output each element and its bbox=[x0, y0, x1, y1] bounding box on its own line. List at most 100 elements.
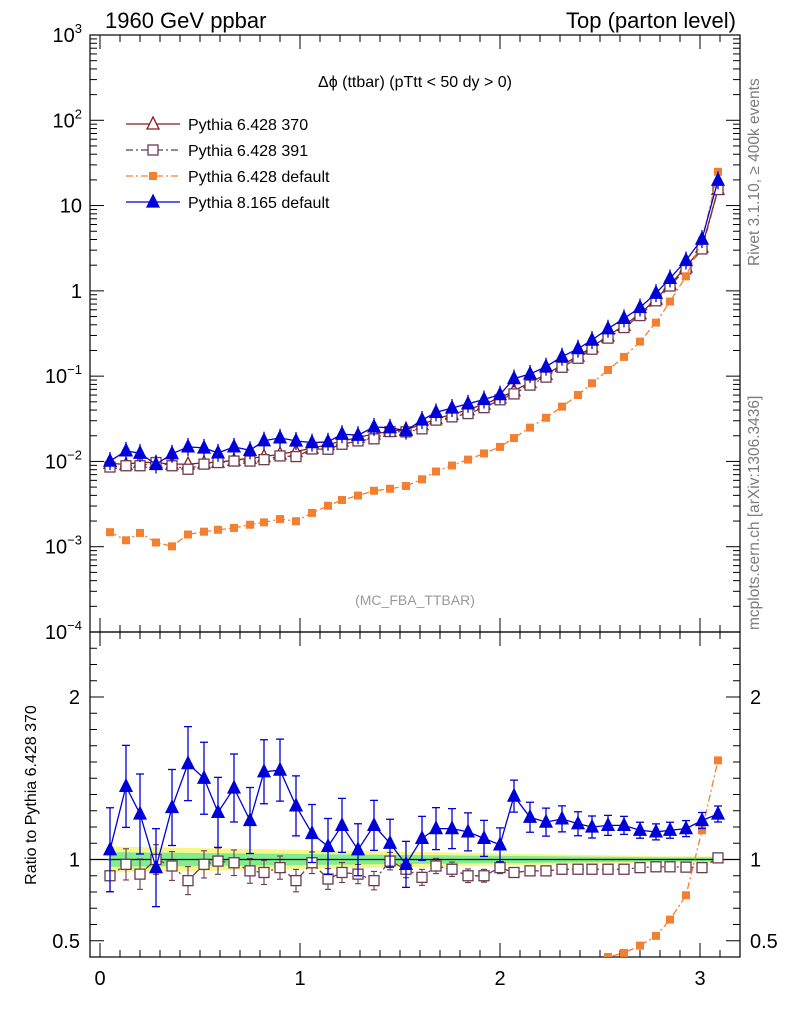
data-point bbox=[414, 411, 430, 426]
data-point bbox=[242, 812, 258, 827]
legend-item: Pythia 6.428 391 bbox=[126, 143, 308, 160]
data-point bbox=[636, 337, 644, 346]
ratio-series-pythia-6-428-default bbox=[136, 756, 722, 1008]
data-point bbox=[444, 820, 460, 835]
ratio-series-pythia-6-428-391 bbox=[104, 844, 724, 896]
data-point bbox=[538, 358, 554, 373]
y-tick-label: 1 bbox=[69, 850, 80, 872]
main-plot-axes: 10−4 10−3 10−2 10−1 1 10 102 103 bbox=[45, 21, 741, 644]
data-point bbox=[198, 458, 210, 470]
data-point bbox=[682, 272, 690, 281]
data-point bbox=[292, 517, 300, 526]
data-point bbox=[492, 836, 508, 851]
y-tick-label: 0.5 bbox=[750, 931, 778, 953]
data-point bbox=[290, 874, 302, 887]
data-point bbox=[402, 482, 410, 491]
data-point bbox=[322, 873, 334, 885]
series-pythia-6-428-default bbox=[106, 167, 722, 551]
data-point bbox=[274, 450, 286, 462]
data-point bbox=[152, 999, 160, 1007]
data-point bbox=[118, 442, 134, 457]
data-point bbox=[542, 413, 550, 422]
data-point bbox=[226, 779, 242, 794]
data-point bbox=[620, 352, 628, 361]
data-point bbox=[132, 805, 148, 820]
data-point bbox=[496, 442, 504, 451]
data-point bbox=[632, 299, 648, 314]
data-point bbox=[246, 520, 254, 529]
data-point bbox=[368, 874, 380, 887]
data-point bbox=[398, 855, 414, 871]
data-point bbox=[664, 861, 676, 873]
series-pythia-8-165-default bbox=[102, 171, 726, 474]
series-line bbox=[109, 189, 719, 470]
data-point bbox=[168, 1000, 176, 1008]
data-point bbox=[492, 386, 508, 401]
legend-marker bbox=[147, 144, 159, 156]
data-point bbox=[652, 931, 660, 940]
legend-label: Pythia 6.428 391 bbox=[188, 143, 308, 160]
data-point bbox=[324, 987, 332, 995]
data-point bbox=[166, 860, 178, 872]
y-tick-label: 1 bbox=[750, 850, 761, 872]
data-point bbox=[696, 861, 708, 874]
data-point bbox=[230, 992, 238, 1000]
data-point bbox=[102, 452, 118, 467]
data-point bbox=[122, 536, 130, 545]
data-point bbox=[338, 985, 346, 993]
data-point bbox=[260, 518, 268, 527]
y-tick-label: 103 bbox=[53, 21, 82, 47]
data-point bbox=[714, 756, 722, 765]
data-point bbox=[386, 984, 394, 992]
data-point bbox=[214, 992, 222, 1000]
data-point bbox=[444, 399, 460, 414]
data-point bbox=[618, 863, 630, 875]
series-line bbox=[109, 180, 719, 466]
data-point bbox=[446, 863, 458, 875]
data-point bbox=[336, 866, 348, 879]
data-point bbox=[542, 968, 550, 976]
data-point bbox=[244, 865, 256, 877]
data-point bbox=[260, 991, 268, 999]
chart-title: Δϕ (ttbar) (pTtt < 50 dy > 0) bbox=[318, 74, 512, 91]
data-point bbox=[694, 230, 710, 245]
data-point bbox=[274, 861, 286, 874]
series-line bbox=[109, 171, 719, 548]
data-point bbox=[558, 965, 566, 973]
data-point bbox=[632, 821, 648, 836]
data-point bbox=[604, 366, 612, 375]
data-point bbox=[382, 834, 398, 849]
data-point bbox=[308, 508, 316, 517]
data-point bbox=[366, 816, 382, 832]
data-point bbox=[448, 977, 456, 985]
data-point bbox=[462, 870, 474, 882]
data-point bbox=[570, 815, 586, 830]
data-point bbox=[276, 990, 284, 998]
data-point bbox=[524, 865, 536, 877]
x-tick-label: 3 bbox=[694, 968, 705, 990]
series-pythia-6-428-370 bbox=[102, 180, 726, 471]
data-point bbox=[184, 994, 192, 1002]
data-point bbox=[200, 527, 208, 536]
data-point bbox=[710, 171, 726, 186]
data-point bbox=[152, 538, 160, 547]
y-tick-label: 10 bbox=[60, 196, 82, 218]
data-point bbox=[464, 455, 472, 464]
data-point bbox=[182, 463, 194, 475]
legend-marker bbox=[149, 172, 157, 180]
legend-item: Pythia 6.428 default bbox=[126, 169, 330, 186]
data-point bbox=[508, 388, 520, 400]
y-tick-label: 2 bbox=[69, 687, 80, 709]
series-line bbox=[109, 762, 719, 870]
data-point bbox=[288, 432, 304, 447]
data-point bbox=[678, 252, 694, 267]
data-point bbox=[210, 444, 226, 459]
data-point bbox=[136, 994, 144, 1002]
data-point bbox=[526, 970, 534, 978]
data-point bbox=[148, 456, 164, 471]
data-point bbox=[212, 855, 224, 867]
data-point bbox=[616, 816, 632, 832]
data-point bbox=[258, 866, 270, 879]
data-point bbox=[134, 868, 146, 880]
data-point bbox=[510, 434, 518, 443]
